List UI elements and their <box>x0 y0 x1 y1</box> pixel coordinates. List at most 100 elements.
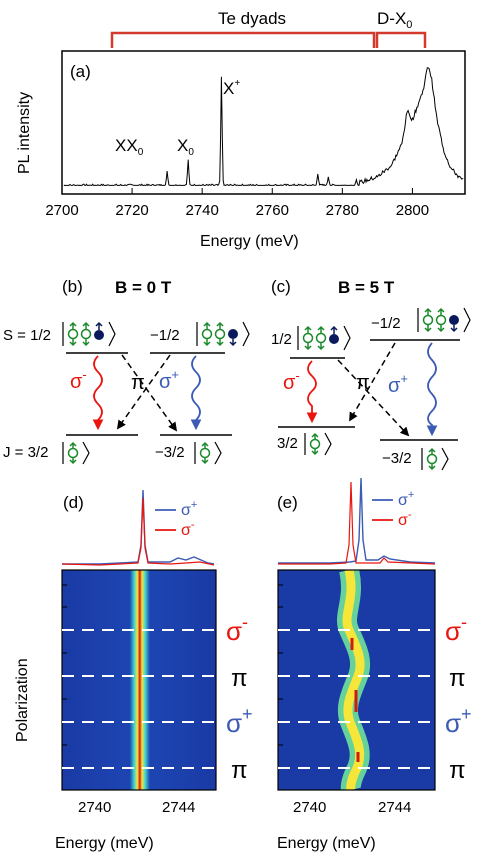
panel-c-s-right-ket <box>417 307 471 333</box>
panel-b-sigma-minus-transition <box>92 355 104 431</box>
panel-c-j-right: −3/2 <box>382 450 412 467</box>
spin-up-hole-icon <box>302 325 314 351</box>
panel-b-s-left: S = 1/2 <box>3 327 51 344</box>
panel-a-label: (a) <box>70 62 91 81</box>
panel-c-sigma-minus-label: σ- <box>283 368 300 394</box>
panel-d-label: (d) <box>63 493 84 512</box>
spin-up-hole-icon <box>422 307 434 333</box>
electron-spin-up-icon <box>94 321 104 340</box>
panel-c-s-left-ket <box>297 325 351 351</box>
pol-row-3-e: σ+ <box>445 704 472 738</box>
panel-e: (e) σ+ σ- 2740 2744 Energy (meV) σ- π σ+… <box>277 477 472 852</box>
panel-d: (d) σ+ σ- 2740 2744 Energy (meV) <box>55 489 217 852</box>
panel-e-heatmap-peak <box>350 638 360 762</box>
panel-c-pi-label: π <box>356 372 370 394</box>
panel-e-heatmap-core <box>342 570 365 790</box>
panel-e-y-ticks <box>278 584 283 746</box>
panel-c-sigma-plus-label: σ+ <box>388 371 408 397</box>
panel-e-legend-minus-label: σ- <box>398 509 412 529</box>
pol-row-4: π <box>231 757 248 784</box>
panel-b-pi-transition-1 <box>121 354 178 432</box>
spin-down-hole-icon <box>214 321 226 347</box>
panel-b-title: B = 0 T <box>115 278 172 297</box>
hole-up-icon <box>67 441 79 465</box>
pol-row-1-e: σ- <box>445 612 467 646</box>
panel-b-j-right: −3/2 <box>155 444 185 461</box>
panel-c-pi-transition-1 <box>337 359 410 437</box>
panel-e-xtick-1: 2740 <box>293 799 326 816</box>
panel-a: Te dyads D-X0 (a) PL intensity 2700 2720 2… <box>16 9 466 250</box>
panel-c-j-right-ket <box>421 447 449 471</box>
spin-down-hole-icon <box>435 307 447 333</box>
panel-d-xtick-1: 2740 <box>78 799 111 816</box>
panel-a-xtick-label: 2720 <box>115 202 148 219</box>
electron-spin-up-icon <box>329 325 339 344</box>
panel-e-label: (e) <box>277 493 298 512</box>
panel-a-xtick-label: 2760 <box>256 202 289 219</box>
panel-b-j-left: J = 3/2 <box>3 444 48 461</box>
spin-up-hole-icon <box>67 321 79 347</box>
panel-c-s-right: −1/2 <box>371 315 401 332</box>
spin-down-hole-icon <box>80 321 92 347</box>
panel-c-title: B = 5 T <box>338 278 395 297</box>
panel-d-heatmap <box>62 570 216 790</box>
xplus-label: X+ <box>223 78 240 98</box>
panel-a-xticks: 2700 2720 2740 2760 2780 2800 <box>45 188 429 219</box>
panel-d-legend-plus-label: σ+ <box>181 499 197 519</box>
pol-row-2: π <box>231 665 248 692</box>
panel-e-xlabel: Energy (meV) <box>277 835 376 852</box>
hole-down-icon <box>426 447 438 471</box>
electron-spin-down-icon <box>228 329 238 347</box>
panel-c-j-left-ket <box>304 432 332 456</box>
dx-label: D-X0 <box>377 9 412 31</box>
pl-spectrum-line <box>63 67 464 187</box>
panel-b-s-right-ket <box>196 321 250 347</box>
panel-d-dashes <box>62 629 216 769</box>
panel-a-xtick-label: 2780 <box>326 202 359 219</box>
polarization-ylabel: Polarization <box>14 658 31 742</box>
electron-spin-down-icon <box>449 315 459 333</box>
pol-row-2-e: π <box>449 665 466 692</box>
panel-a-xtick-label: 2740 <box>185 202 218 219</box>
panel-a-xtick-label: 2800 <box>396 202 429 219</box>
panel-c-j-left: 3/2 <box>277 435 298 452</box>
x0-label: X0 <box>177 136 194 158</box>
polarization-row-labels-d: σ- π σ+ π <box>226 612 253 784</box>
panel-e-sigma-minus-spectrum <box>278 481 436 565</box>
dx-bracket <box>375 31 427 48</box>
panel-e-xtick-2: 2744 <box>378 799 411 816</box>
xx0-label: XX0 <box>115 136 144 158</box>
panel-c: (c) B = 5 T 1/2 −1/2 3/2 −3/2 <box>271 277 471 471</box>
spin-down-hole-icon <box>315 325 327 351</box>
pol-row-4-e: π <box>449 757 466 784</box>
panel-b-s-left-ket <box>62 321 116 347</box>
panel-b-label: (b) <box>62 277 83 296</box>
panel-d-xtick-2: 2744 <box>162 799 195 816</box>
panel-d-sigma-minus-spectrum <box>61 497 215 566</box>
panel-c-pi-transition-2 <box>349 342 396 422</box>
panel-e-sigma-plus-spectrum <box>278 477 436 564</box>
pol-row-1: σ- <box>226 612 248 646</box>
panel-b-sigma-plus-transition <box>190 355 202 431</box>
panel-c-sigma-plus-transition <box>426 342 438 437</box>
panel-c-label: (c) <box>271 277 291 296</box>
panel-d-legend-minus-label: σ- <box>181 519 195 539</box>
panel-b-s-right: −1/2 <box>150 327 180 344</box>
spin-up-hole-icon <box>201 321 213 347</box>
panel-b-sigma-minus-label: σ- <box>70 367 87 393</box>
panel-e-dashes <box>278 629 435 769</box>
panel-a-ylabel: PL intensity <box>16 92 33 174</box>
pol-row-3: σ+ <box>226 704 253 738</box>
hole-up-icon <box>309 432 321 456</box>
panel-b: (b) B = 0 T S = 1/2 −1/2 J = 3/2 <box>3 277 250 465</box>
te-dyads-label: Te dyads <box>218 9 286 28</box>
panel-b-j-right-ket <box>194 441 222 465</box>
panel-d-y-ticks <box>62 584 67 746</box>
panel-e-legend-plus-label: σ+ <box>398 489 414 509</box>
panel-c-s-left: 1/2 <box>271 331 292 348</box>
panel-b-j-left-ket <box>62 441 90 465</box>
panel-a-xlabel: Energy (meV) <box>200 233 299 250</box>
panel-d-xlabel: Energy (meV) <box>55 835 154 852</box>
panel-c-sigma-minus-transition <box>306 360 318 424</box>
